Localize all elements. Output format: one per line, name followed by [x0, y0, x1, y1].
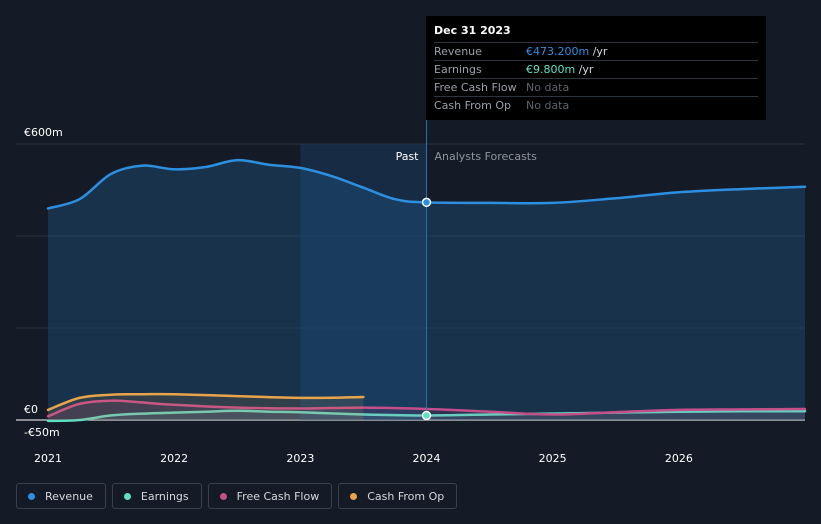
series-line-free-cash-flow — [46, 399, 807, 418]
x-tick-label: 2021 — [34, 452, 62, 465]
tooltip-label: Earnings — [434, 63, 482, 76]
tooltip-value: €9.800m — [526, 63, 576, 76]
legend-dot-icon — [219, 492, 227, 500]
legend-label: Cash From Op — [367, 489, 445, 503]
tooltip: Dec 31 2023 Revenue €473.200m /yr Earnin… — [426, 16, 766, 120]
marker-revenue — [421, 197, 432, 208]
legend-item-revenue[interactable]: Revenue — [16, 483, 106, 509]
legend-dot-icon — [28, 492, 35, 500]
y-tick-label: -€50m — [24, 426, 60, 439]
tooltip-row-earnings: Earnings €9.800m /yr — [434, 60, 758, 78]
marker-earnings — [421, 410, 432, 421]
forecast-label: Analysts Forecasts — [435, 150, 538, 163]
legend-dot-icon — [123, 492, 131, 500]
tooltip-label: Free Cash Flow — [434, 81, 517, 94]
legend-dot-icon — [350, 492, 358, 500]
tooltip-label: Revenue — [434, 45, 482, 58]
legend-item-cash-from-op[interactable]: Cash From Op — [338, 483, 458, 509]
tooltip-value: €473.200m — [526, 45, 590, 58]
past-label: Past — [396, 150, 420, 163]
y-tick-label: €0 — [24, 403, 38, 416]
legend: Revenue Earnings Free Cash Flow Cash Fro… — [16, 483, 458, 509]
tooltip-unit: /yr — [589, 45, 608, 58]
legend-item-earnings[interactable]: Earnings — [111, 483, 202, 509]
series-line-cash-from-op — [46, 392, 365, 412]
tooltip-nodata: No data — [526, 81, 570, 94]
series-area-cash-from-op — [48, 394, 364, 420]
tooltip-date: Dec 31 2023 — [434, 24, 511, 37]
x-tick-label: 2026 — [665, 452, 693, 465]
series-line-revenue — [46, 158, 807, 210]
x-tick-label: 2025 — [539, 452, 567, 465]
x-tick-label: 2022 — [160, 452, 188, 465]
legend-label: Revenue — [45, 489, 93, 503]
y-tick-label: €600m — [24, 126, 63, 139]
legend-label: Free Cash Flow — [236, 489, 320, 503]
tooltip-row-cash-from-op: Cash From Op No data — [434, 96, 758, 114]
tooltip-unit: /yr — [575, 63, 594, 76]
axis-ticks: €600m €0 -€50m 2021 2022 2023 2024 2025 2026 — [24, 126, 693, 465]
past-shade-region — [300, 144, 427, 420]
legend-item-free-cash-flow[interactable]: Free Cash Flow — [207, 483, 333, 509]
legend-label: Earnings — [140, 489, 189, 503]
tooltip-label: Cash From Op — [434, 99, 512, 112]
hover-markers — [421, 197, 432, 421]
tooltip-nodata: No data — [526, 99, 570, 112]
x-tick-label: 2024 — [413, 452, 441, 465]
x-tick-label: 2023 — [286, 452, 314, 465]
tooltip-row-free-cash-flow: Free Cash Flow No data — [434, 78, 758, 96]
tooltip-row-revenue: Revenue €473.200m /yr — [434, 42, 758, 60]
